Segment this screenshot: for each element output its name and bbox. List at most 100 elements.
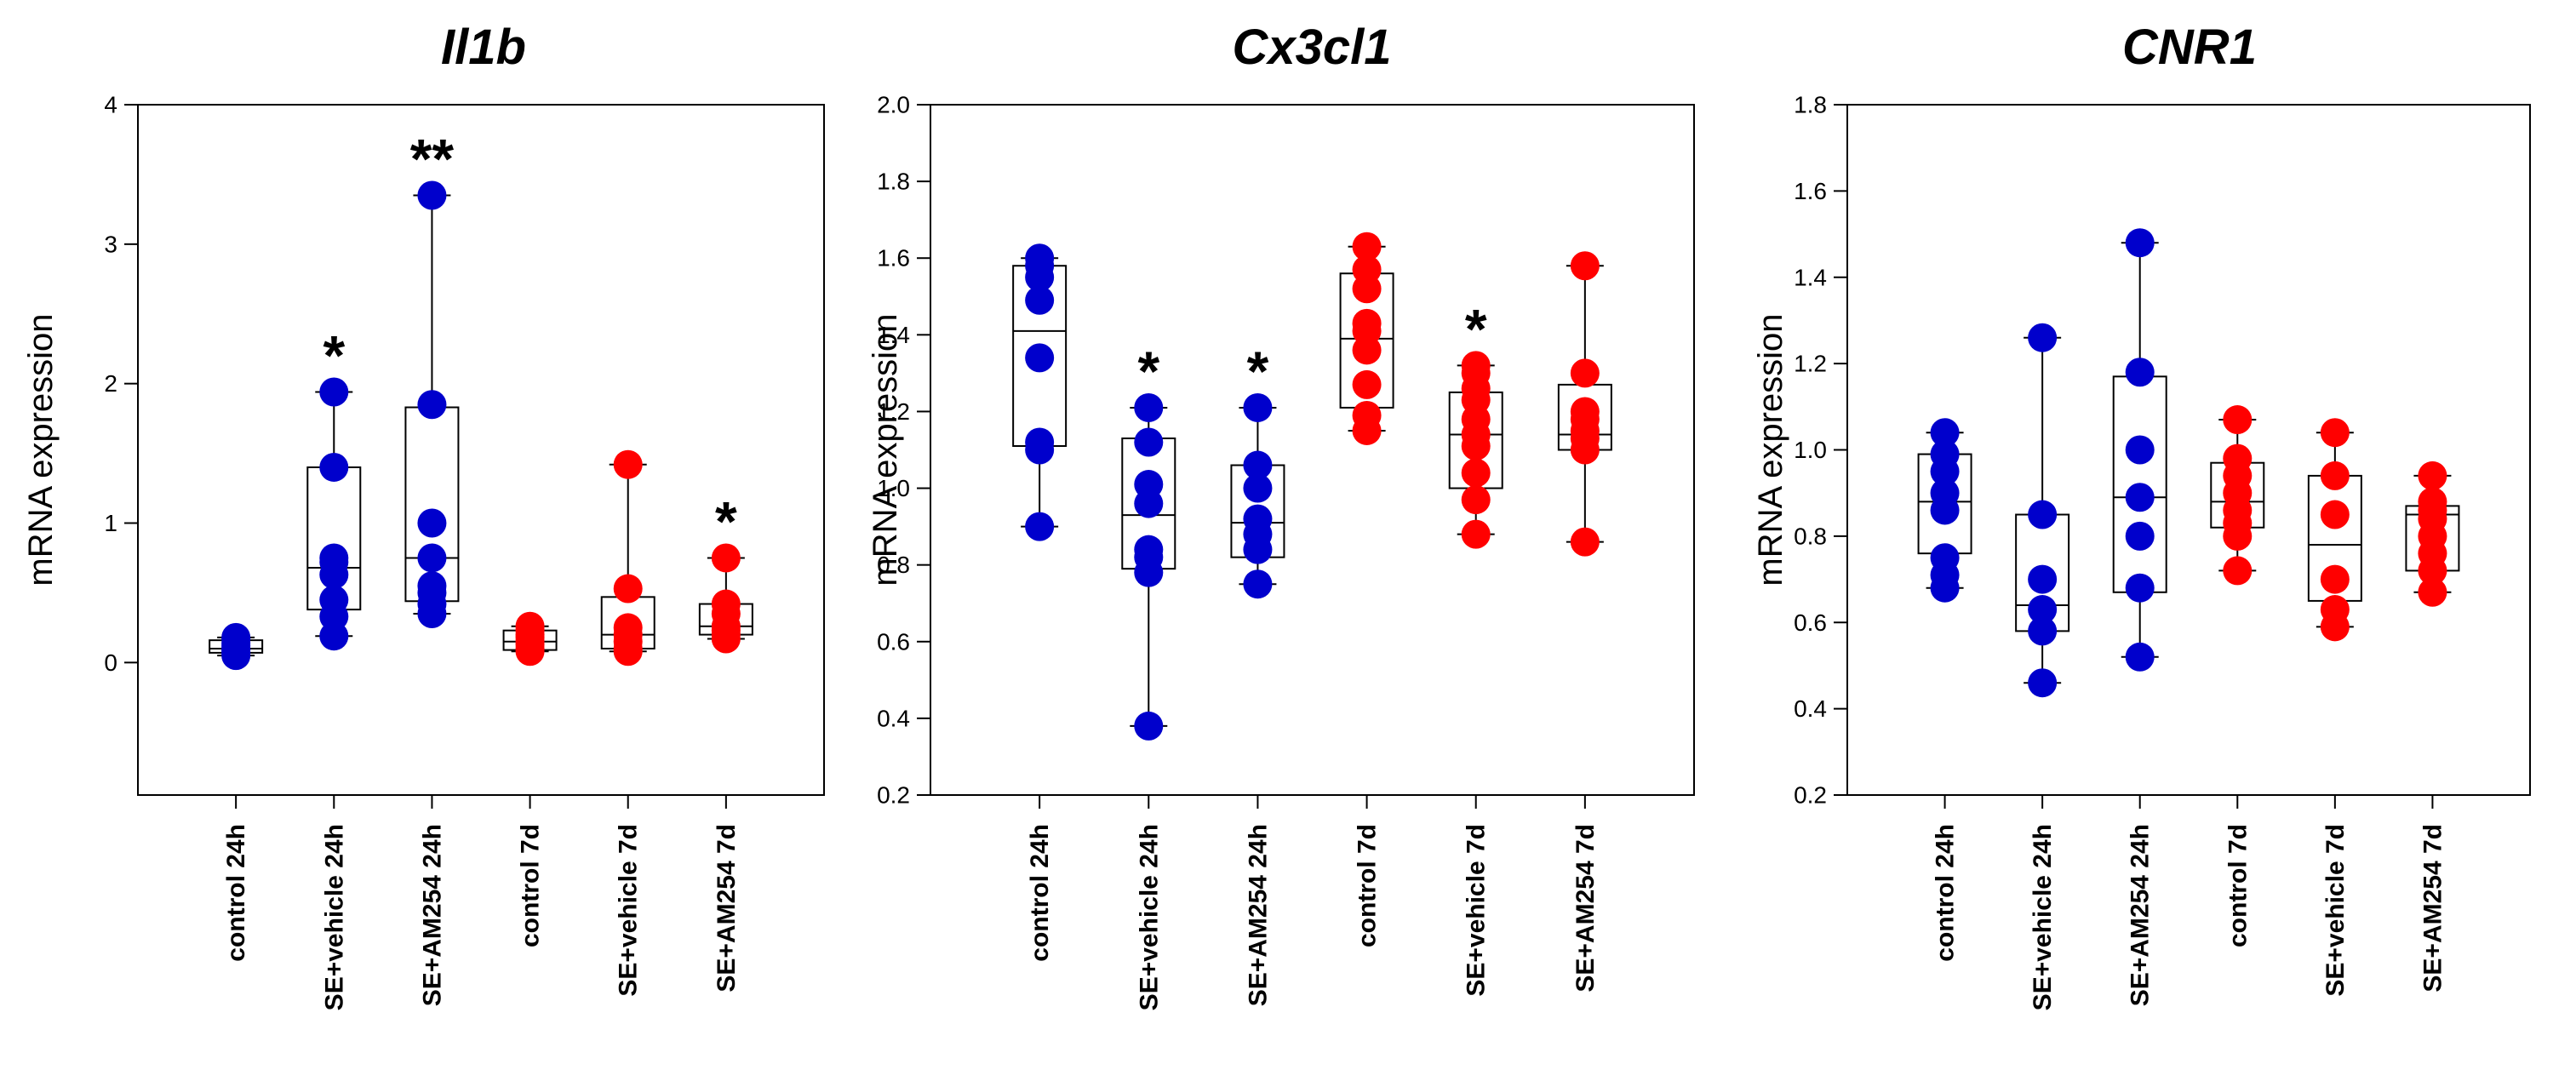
chart-panel-2: Cx3cl1 mRNA expression 0.2 0.4 0.6 0.8 1.0 1.2 1… (867, 20, 1695, 1010)
y-axis-label: mRNA expression (867, 313, 904, 586)
data-point (1930, 543, 1960, 573)
y-tick-label: 1.0 (877, 475, 910, 501)
y-tick-label: 1.6 (1794, 178, 1827, 204)
x-tick-label: SE+AM254 24h (418, 824, 446, 1006)
data-point (1025, 285, 1055, 315)
box-group (2112, 228, 2167, 672)
data-point (1243, 450, 1273, 480)
y-tick-label: 1.8 (1794, 92, 1827, 118)
x-tick-label: SE+vehicle 24h (1135, 824, 1163, 1010)
data-point (2223, 443, 2253, 473)
y-tick-label: 0.8 (877, 552, 910, 578)
data-point (1134, 711, 1164, 741)
data-point (319, 377, 349, 407)
x-tick-label: SE+AM254 7d (2419, 824, 2447, 993)
data-point (1461, 485, 1491, 515)
data-point (1930, 478, 1960, 508)
chart-title: CNR1 (2122, 20, 2257, 75)
x-tick-label: SE+AM254 7d (1571, 824, 1600, 993)
data-point (613, 613, 643, 643)
x-tick-label: SE+vehicle 7d (2321, 824, 2350, 997)
box-group (209, 622, 264, 671)
data-point (1352, 232, 1382, 261)
box-group (1917, 418, 1972, 603)
data-point (2125, 573, 2155, 603)
x-tick-label: control 7d (517, 824, 545, 947)
x-tick-label: control 7d (1354, 824, 1382, 947)
data-point (2223, 405, 2253, 435)
data-point (1025, 512, 1055, 541)
data-point (1243, 569, 1273, 599)
data-point (711, 589, 741, 619)
data-point (417, 180, 447, 210)
data-point (2223, 556, 2253, 586)
data-point (1134, 392, 1164, 422)
box-group: * (1448, 297, 1503, 549)
data-point (2028, 564, 2058, 594)
data-point (711, 543, 741, 573)
x-tick-label: SE+AM254 24h (2127, 824, 2155, 1006)
box-group (502, 611, 558, 667)
chart-panel-1: Il1b mRNA expression 0 1 2 3 4 control 24h SE+ve… (22, 20, 825, 1010)
significance-marker: * (1137, 340, 1159, 403)
data-point (417, 571, 447, 601)
x-tick-label: SE+vehicle 7d (1463, 824, 1491, 997)
box-group: * (306, 324, 362, 651)
data-point (2125, 521, 2155, 551)
plot-frame (137, 104, 825, 796)
chart-panel-3: CNR1 mRNA expression 0.2 0.4 0.6 0.8 1.0 1.2 1.4… (1752, 20, 2531, 1010)
data-point (2125, 642, 2155, 672)
data-point (417, 390, 447, 420)
chart-title: Cx3cl1 (1232, 20, 1391, 75)
y-tick-label: 0.2 (877, 782, 910, 809)
y-tick-label: 2.0 (877, 92, 910, 118)
box-group (1557, 251, 1612, 557)
data-point (2125, 228, 2155, 258)
data-point (417, 508, 447, 538)
data-point (2418, 461, 2447, 490)
x-tick-label: control 24h (1026, 824, 1054, 962)
y-tick-label: 0 (104, 649, 117, 676)
data-point (1243, 504, 1273, 534)
x-tick-label: control 24h (1932, 824, 1960, 962)
data-point (1352, 308, 1382, 338)
y-tick-label: 2 (104, 370, 117, 397)
y-tick-label: 1.4 (1794, 264, 1827, 290)
data-point (1461, 458, 1491, 488)
y-tick-label: 3 (104, 231, 117, 257)
x-tick-label: SE+vehicle 24h (320, 824, 348, 1010)
y-tick-label: 0.8 (1794, 523, 1827, 549)
data-point (1025, 343, 1055, 373)
data-point (1025, 243, 1055, 273)
data-point (2125, 483, 2155, 512)
chart-title: Il1b (441, 20, 526, 75)
significance-marker: * (1247, 340, 1269, 403)
data-point (1134, 470, 1164, 500)
y-axis-label: mRNA expression (1752, 313, 1789, 586)
data-point (2028, 323, 2058, 352)
data-point (2418, 577, 2447, 607)
x-tick-label: control 24h (222, 824, 250, 962)
significance-marker: * (323, 324, 345, 387)
data-point (1570, 527, 1600, 557)
data-point (319, 543, 349, 573)
data-point (417, 543, 447, 573)
box-group (2210, 405, 2265, 586)
data-point (221, 622, 251, 652)
data-point (2320, 418, 2350, 448)
data-point (1352, 255, 1382, 284)
data-point (1930, 439, 1960, 469)
box-group (2307, 418, 2362, 642)
data-point (319, 585, 349, 615)
y-axis-label: mRNA expression (22, 313, 60, 586)
x-tick-label: control 7d (2224, 824, 2252, 947)
y-tick-label: 4 (104, 92, 117, 118)
y-tick-label: 0.6 (877, 628, 910, 655)
data-point (2125, 435, 2155, 465)
data-point (1134, 535, 1164, 564)
box-group: * (1230, 340, 1285, 599)
data-point (2028, 616, 2058, 646)
data-point (1461, 351, 1491, 380)
box-group (1012, 243, 1068, 541)
